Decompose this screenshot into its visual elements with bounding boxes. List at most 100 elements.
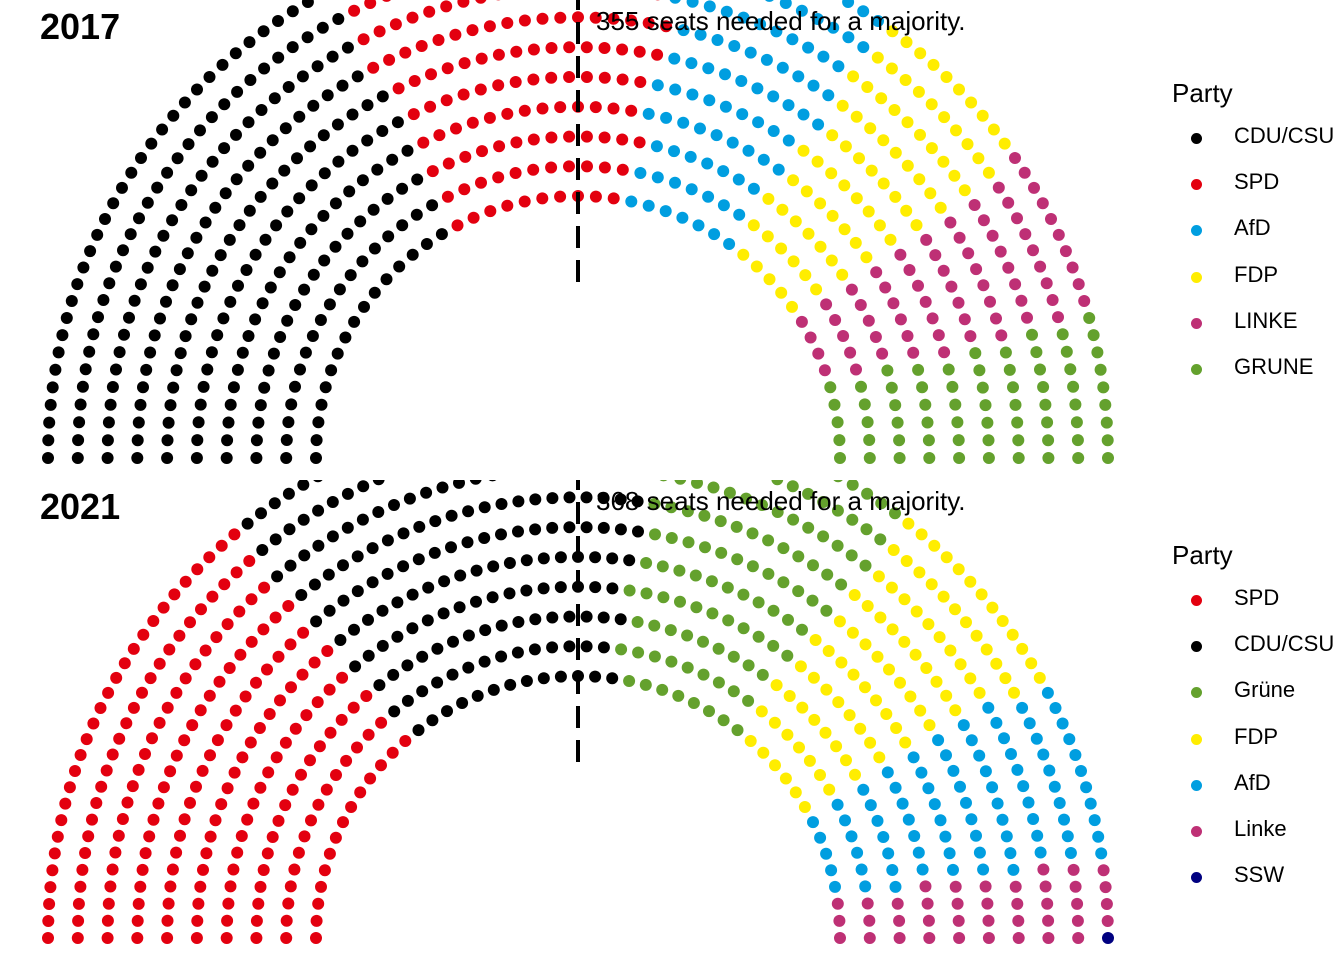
seat-linke bbox=[962, 247, 975, 260]
seat-spd bbox=[203, 551, 216, 564]
seat-cdu-csu bbox=[317, 129, 330, 142]
seat-fdp bbox=[808, 713, 821, 726]
seat-spd bbox=[233, 605, 246, 618]
seat-afd bbox=[889, 880, 902, 893]
seat-cdu-csu bbox=[348, 623, 360, 636]
seat-cdu-csu bbox=[282, 487, 295, 500]
seat-linke bbox=[862, 314, 875, 327]
seat-cdu-csu bbox=[412, 553, 425, 566]
seat-grune bbox=[1042, 434, 1055, 447]
seat-fdp bbox=[937, 155, 950, 168]
seat-linke bbox=[893, 914, 906, 927]
seat-fdp bbox=[885, 581, 898, 594]
seat-linke bbox=[829, 314, 842, 326]
seat-linke bbox=[879, 281, 892, 294]
seat-grune bbox=[1100, 416, 1113, 429]
seat-spd bbox=[563, 41, 576, 54]
seat-spd bbox=[501, 107, 514, 120]
seat-gr-ne bbox=[705, 575, 718, 588]
seat-afd bbox=[947, 863, 959, 876]
seat-cdu-csu bbox=[268, 92, 281, 105]
seat-cdu-csu bbox=[229, 47, 242, 60]
seat-spd bbox=[458, 183, 471, 196]
seat-spd bbox=[545, 131, 558, 144]
seat-grune bbox=[952, 434, 965, 447]
seat-cdu-csu bbox=[416, 650, 429, 663]
seat-spd bbox=[474, 83, 487, 96]
seat-gr-ne bbox=[673, 564, 686, 577]
seat-gr-ne bbox=[665, 501, 678, 514]
seat-afd bbox=[634, 167, 647, 179]
seat-cdu-csu bbox=[206, 264, 219, 277]
seat-linke bbox=[1052, 311, 1064, 324]
seat-cdu-csu bbox=[194, 124, 206, 137]
seat-fdp bbox=[953, 83, 965, 96]
seat-fdp bbox=[807, 671, 820, 684]
seat-spd bbox=[320, 783, 333, 796]
seat-grune bbox=[1037, 381, 1050, 393]
legend-swatch bbox=[1191, 317, 1202, 329]
seat-spd bbox=[215, 798, 228, 811]
seat-spd bbox=[509, 167, 522, 179]
seat-gr-ne bbox=[752, 596, 765, 609]
seat-spd bbox=[147, 615, 160, 627]
seat-cdu-csu bbox=[178, 96, 191, 109]
seat-fdp bbox=[930, 675, 943, 688]
seat-afd bbox=[1088, 814, 1101, 827]
seat-cdu-csu bbox=[406, 588, 419, 601]
seat-cdu-csu bbox=[242, 116, 255, 129]
seat-cdu-csu bbox=[456, 697, 469, 709]
seat-cdu-csu bbox=[329, 240, 342, 253]
seat-linke bbox=[876, 347, 889, 360]
seat-fdp bbox=[948, 169, 961, 182]
seat-cdu-csu bbox=[258, 62, 271, 75]
seat-cdu-csu bbox=[406, 248, 419, 261]
legend-swatch bbox=[1191, 733, 1202, 745]
seat-afd bbox=[732, 173, 745, 186]
seat-fdp bbox=[800, 185, 813, 198]
seat-afd bbox=[881, 766, 894, 779]
seat-spd bbox=[211, 734, 224, 747]
seat-linke bbox=[844, 346, 857, 359]
seat-spd bbox=[351, 741, 363, 754]
seat-afd bbox=[811, 13, 824, 25]
seat-afd bbox=[770, 25, 783, 38]
legend-title: Party bbox=[1172, 540, 1233, 570]
seat-linke bbox=[1071, 897, 1084, 910]
seat-grune bbox=[946, 380, 959, 393]
seat-afd bbox=[1041, 686, 1054, 699]
seat-grune bbox=[1012, 434, 1025, 447]
seat-gr-ne bbox=[649, 528, 661, 541]
seat-spd bbox=[244, 736, 257, 749]
seat-afd bbox=[1056, 717, 1069, 730]
seat-spd bbox=[274, 694, 286, 707]
seat-linke bbox=[818, 364, 831, 377]
seat-cdu-csu bbox=[311, 60, 324, 73]
seat-linke bbox=[1012, 932, 1025, 944]
seat-cdu-csu bbox=[487, 683, 500, 696]
year-title: 2017 bbox=[40, 6, 121, 47]
seat-cdu-csu bbox=[132, 416, 145, 429]
seat-linke bbox=[1021, 311, 1033, 324]
seat-cdu-csu bbox=[406, 622, 419, 635]
seat-grune bbox=[1064, 363, 1077, 376]
seat-spd bbox=[199, 644, 212, 657]
seat-afd bbox=[694, 28, 707, 41]
seat-spd bbox=[166, 863, 179, 876]
seat-linke bbox=[1002, 196, 1015, 209]
seat-afd bbox=[857, 5, 870, 18]
seat-spd bbox=[364, 772, 377, 785]
seat-cdu-csu bbox=[291, 152, 303, 165]
seat-spd bbox=[209, 814, 222, 827]
seat-afd bbox=[902, 813, 915, 826]
seat-cdu-csu bbox=[295, 589, 308, 601]
seat-cdu-csu bbox=[403, 492, 416, 505]
seat-afd bbox=[1000, 830, 1013, 843]
seat-cdu-csu bbox=[255, 104, 268, 116]
seat-spd bbox=[102, 686, 115, 699]
seat-afd bbox=[998, 732, 1010, 745]
seat-fdp bbox=[937, 590, 950, 603]
seat-cdu-csu bbox=[307, 99, 320, 112]
seat-fdp bbox=[850, 192, 863, 205]
seat-grune bbox=[1072, 452, 1085, 464]
